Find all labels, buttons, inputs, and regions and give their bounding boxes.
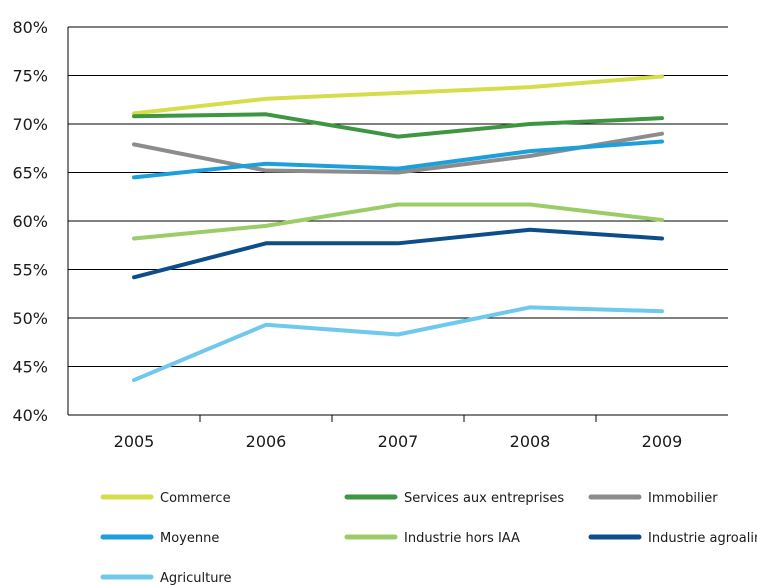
- legend-label: Commerce: [160, 491, 231, 506]
- x-tick-label: 2005: [114, 432, 155, 451]
- series-line-industrie-hors-iaa: [132, 202, 664, 241]
- y-tick-label: 40%: [12, 406, 48, 425]
- x-tick-label: 2007: [378, 432, 419, 451]
- axes: [67, 27, 597, 422]
- legend-label: Agriculture: [160, 571, 232, 585]
- legend: Commerce Services aux entreprises Immobili…: [100, 491, 757, 585]
- series-line-moyenne: [132, 139, 664, 180]
- series-line-commerce: [132, 74, 664, 116]
- legend-item: Industrie hors IAA: [344, 531, 520, 546]
- x-tick-label: 2009: [642, 432, 683, 451]
- series-line-agriculture: [132, 305, 664, 383]
- y-tick-label: 75%: [12, 67, 48, 86]
- y-tick-label: 60%: [12, 212, 48, 231]
- x-tick-label: 2006: [246, 432, 287, 451]
- y-tick-label: 70%: [12, 115, 48, 134]
- series-lines: [132, 74, 664, 383]
- legend-item: Industrie agroalimentaire: [588, 531, 757, 546]
- legend-item: Services aux entreprises: [344, 491, 564, 506]
- y-tick-label: 65%: [12, 164, 48, 183]
- y-tick-label: 50%: [12, 309, 48, 328]
- legend-item: Moyenne: [100, 531, 219, 546]
- legend-item: Immobilier: [588, 491, 718, 506]
- legend-label: Industrie agroalimentaire: [648, 531, 757, 546]
- x-tick-label: 2008: [510, 432, 551, 451]
- y-tick-labels: 40% 45% 50% 55% 60% 65% 70% 75% 80%: [12, 18, 48, 425]
- y-tick-label: 45%: [12, 358, 48, 377]
- y-tick-label: 55%: [12, 261, 48, 280]
- series-line-services-aux-entreprises: [132, 112, 664, 139]
- y-tick-label: 80%: [12, 18, 48, 37]
- legend-label: Services aux entreprises: [404, 491, 564, 506]
- legend-label: Industrie hors IAA: [404, 531, 520, 546]
- legend-item: Agriculture: [100, 571, 232, 585]
- legend-label: Moyenne: [160, 531, 219, 546]
- legend-label: Immobilier: [648, 491, 718, 506]
- grid-lines: [68, 26, 728, 416]
- x-tick-labels: 2005 2006 2007 2008 2009: [114, 432, 683, 451]
- series-line-industrie-agroalimentaire: [132, 227, 664, 280]
- legend-item: Commerce: [100, 491, 231, 506]
